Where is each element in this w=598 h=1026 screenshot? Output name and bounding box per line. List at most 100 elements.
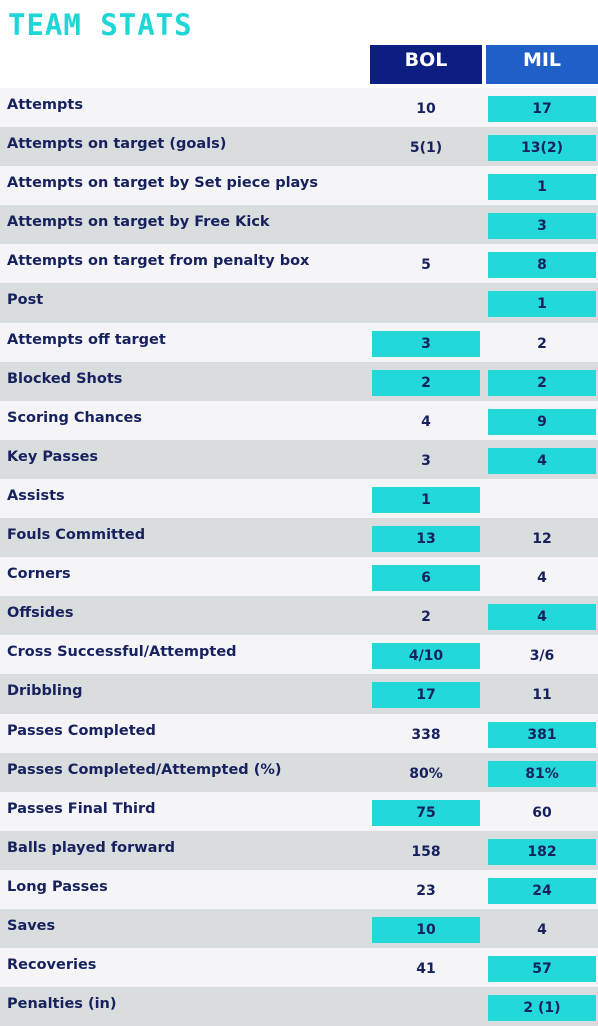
table-row: Passes Completed 338 381 bbox=[0, 713, 598, 753]
stat-value-bol bbox=[372, 995, 480, 1021]
stat-value-mil: 1 bbox=[488, 291, 596, 318]
stat-value-bol: 13 bbox=[372, 526, 480, 553]
stat-value-bol: 158 bbox=[411, 843, 441, 860]
table-row: Dribbling 17 11 bbox=[0, 674, 598, 714]
stat-value-mil: 1 bbox=[488, 174, 596, 201]
stat-value-mil: 4 bbox=[537, 570, 547, 587]
table-row: Corners 6 4 bbox=[0, 557, 598, 597]
stat-label: Assists bbox=[7, 487, 65, 504]
stat-value-mil: 2 (1) bbox=[488, 995, 596, 1022]
table-row: Assists 1 bbox=[0, 478, 598, 519]
table-row: Key Passes 3 4 bbox=[0, 439, 598, 479]
table-row: Attempts on target (goals) 5(1) 13(2) bbox=[0, 127, 598, 167]
table-row: Attempts off target 3 2 bbox=[0, 322, 598, 362]
table-row: Passes Final Third 75 60 bbox=[0, 791, 598, 831]
stat-label: Offsides bbox=[7, 605, 74, 622]
stat-label: Cross Successful/Attempted bbox=[7, 644, 237, 661]
stat-value-bol: 17 bbox=[372, 682, 480, 709]
table-row: Attempts on target by Free Kick 3 bbox=[0, 205, 598, 245]
stat-value-mil: 2 bbox=[537, 335, 547, 352]
stat-value-mil bbox=[488, 487, 596, 513]
table-row: Attempts 10 17 bbox=[0, 88, 598, 128]
stat-value-mil: 182 bbox=[488, 838, 596, 865]
stat-label: Post bbox=[7, 292, 44, 309]
table-row: Long Passes 23 24 bbox=[0, 869, 598, 909]
stat-label: Balls played forward bbox=[7, 839, 175, 856]
stat-value-bol: 4 bbox=[421, 413, 431, 430]
table-row: Cross Successful/Attempted 4/10 3/6 bbox=[0, 635, 598, 675]
stat-value-mil: 2 bbox=[488, 369, 596, 396]
stat-value-bol: 1 bbox=[372, 486, 480, 513]
stats-table: Attempts 10 17 Attempts on target (goals) 5(… bbox=[0, 88, 598, 1026]
table-row: Scoring Chances 4 9 bbox=[0, 400, 598, 440]
stat-label: Passes Completed bbox=[7, 722, 156, 739]
stat-label: Penalties (in) bbox=[7, 996, 117, 1013]
stat-value-mil: 60 bbox=[532, 804, 552, 821]
page-title: TEAM STATS bbox=[8, 8, 193, 42]
stat-value-mil: 4 bbox=[488, 447, 596, 474]
stat-label: Attempts off target bbox=[7, 331, 166, 348]
table-row: Fouls Committed 13 12 bbox=[0, 518, 598, 558]
stat-value-mil: 81% bbox=[488, 760, 596, 787]
table-row: Post 1 bbox=[0, 283, 598, 323]
stat-value-mil: 4 bbox=[537, 921, 547, 938]
stat-label: Passes Completed/Attempted (%) bbox=[7, 761, 282, 778]
stat-value-mil: 8 bbox=[488, 252, 596, 279]
table-header: BOL MIL bbox=[0, 45, 598, 84]
stat-value-bol: 3 bbox=[372, 330, 480, 357]
stat-value-mil: 24 bbox=[488, 877, 596, 904]
stat-value-mil: 11 bbox=[532, 687, 552, 704]
stat-value-bol: 4/10 bbox=[372, 643, 480, 670]
table-row: Recoveries 41 57 bbox=[0, 948, 598, 988]
stat-label: Attempts on target (goals) bbox=[7, 136, 227, 153]
stat-value-bol bbox=[372, 174, 480, 200]
stat-label: Key Passes bbox=[7, 448, 99, 465]
stat-value-bol: 2 bbox=[421, 609, 431, 626]
stat-value-mil: 13(2) bbox=[488, 135, 596, 162]
stat-label: Attempts on target by Set piece plays bbox=[7, 175, 318, 192]
stat-value-bol: 5(1) bbox=[409, 140, 443, 157]
table-row: Penalties (in) 2 (1) bbox=[0, 987, 598, 1026]
stat-value-bol: 75 bbox=[372, 799, 480, 826]
stat-value-mil: 381 bbox=[488, 721, 596, 748]
stat-value-bol: 80% bbox=[409, 765, 443, 782]
stat-label: Fouls Committed bbox=[7, 527, 146, 544]
stat-value-bol: 41 bbox=[416, 961, 436, 978]
stat-value-bol bbox=[372, 213, 480, 239]
stat-label: Blocked Shots bbox=[7, 370, 123, 387]
stat-value-bol bbox=[372, 291, 480, 317]
stat-label: Recoveries bbox=[7, 957, 97, 974]
stat-label: Long Passes bbox=[7, 878, 108, 895]
table-row: Blocked Shots 2 2 bbox=[0, 361, 598, 401]
table-row: Offsides 2 4 bbox=[0, 596, 598, 636]
stat-value-mil: 9 bbox=[488, 408, 596, 435]
stat-label: Scoring Chances bbox=[7, 409, 143, 426]
table-row: Passes Completed/Attempted (%) 80% 81% bbox=[0, 752, 598, 792]
table-row: Balls played forward 158 182 bbox=[0, 830, 598, 870]
stat-value-bol: 2 bbox=[372, 369, 480, 396]
stat-value-mil: 3/6 bbox=[529, 648, 555, 665]
stat-value-bol: 10 bbox=[372, 916, 480, 943]
stat-value-bol: 6 bbox=[372, 565, 480, 592]
stat-value-mil: 3 bbox=[488, 213, 596, 240]
team-header-bol: BOL bbox=[370, 45, 482, 84]
stat-value-mil: 12 bbox=[532, 531, 552, 548]
stat-value-bol: 23 bbox=[416, 882, 436, 899]
table-row: Saves 10 4 bbox=[0, 908, 598, 949]
stat-label: Passes Final Third bbox=[7, 800, 156, 817]
stat-value-mil: 57 bbox=[488, 956, 596, 983]
stat-value-bol: 338 bbox=[411, 726, 441, 743]
stat-value-mil: 4 bbox=[488, 604, 596, 631]
stat-label: Attempts bbox=[7, 97, 83, 113]
stat-label: Attempts on target by Free Kick bbox=[7, 214, 270, 231]
table-row: Attempts on target by Set piece plays 1 bbox=[0, 166, 598, 206]
stat-value-bol: 10 bbox=[416, 101, 436, 117]
team-header-mil: MIL bbox=[486, 45, 598, 84]
stat-label: Corners bbox=[7, 566, 71, 583]
stat-value-mil: 17 bbox=[488, 96, 596, 122]
stat-label: Attempts on target from penalty box bbox=[7, 253, 310, 270]
stat-label: Dribbling bbox=[7, 683, 83, 700]
stat-value-bol: 3 bbox=[421, 452, 431, 469]
stat-label: Saves bbox=[7, 917, 56, 934]
table-row: Attempts on target from penalty box 5 8 bbox=[0, 244, 598, 284]
